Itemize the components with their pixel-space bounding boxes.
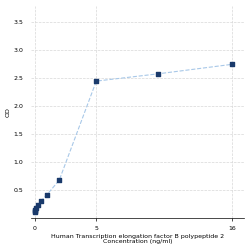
Point	[36, 203, 40, 207]
Point	[94, 79, 98, 83]
Point	[33, 210, 37, 214]
Point	[34, 206, 38, 210]
Y-axis label: OD: OD	[6, 107, 10, 117]
Point	[57, 178, 61, 182]
Point	[156, 72, 160, 76]
Point	[33, 208, 37, 212]
Point	[230, 62, 234, 66]
Point	[45, 193, 49, 197]
X-axis label: Human Transcription elongation factor B polypeptide 2
Concentration (ng/ml): Human Transcription elongation factor B …	[51, 234, 224, 244]
Point	[39, 200, 43, 203]
Point	[33, 209, 37, 213]
